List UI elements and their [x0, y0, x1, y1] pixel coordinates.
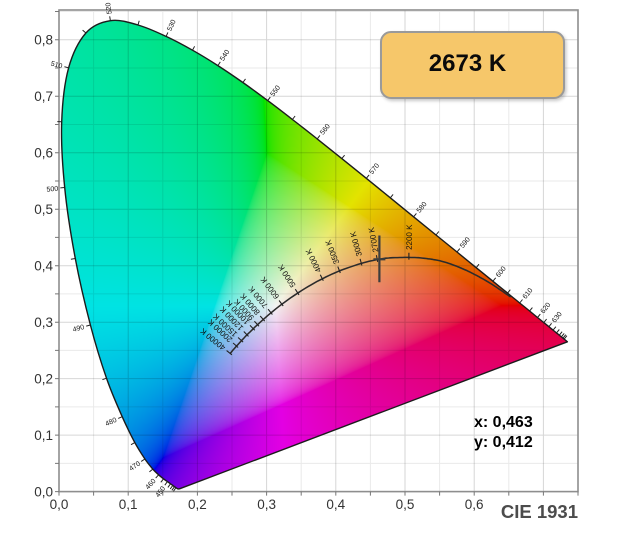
svg-text:5000 K: 5000 K [276, 262, 298, 289]
svg-text:0,2: 0,2 [188, 497, 207, 512]
svg-text:460: 460 [145, 478, 158, 491]
svg-text:0,0: 0,0 [50, 497, 69, 512]
svg-text:0,4: 0,4 [326, 497, 345, 512]
svg-text:0,0: 0,0 [34, 484, 53, 499]
svg-text:480: 480 [104, 417, 118, 428]
svg-text:0,5: 0,5 [396, 497, 415, 512]
svg-text:2200 K: 2200 K [405, 224, 414, 250]
svg-text:0,2: 0,2 [34, 371, 53, 386]
svg-text:0,3: 0,3 [257, 497, 276, 512]
svg-text:530: 530 [166, 19, 177, 33]
svg-text:510: 510 [50, 61, 63, 71]
svg-text:620: 620 [540, 302, 553, 316]
svg-text:520: 520 [105, 2, 114, 15]
svg-text:3500 K: 3500 K [323, 238, 341, 266]
svg-text:0,6: 0,6 [465, 497, 484, 512]
svg-text:580: 580 [416, 201, 429, 215]
svg-text:0,8: 0,8 [34, 33, 53, 48]
svg-text:600: 600 [495, 265, 508, 279]
svg-text:490: 490 [72, 324, 85, 334]
svg-text:0,4: 0,4 [34, 258, 53, 273]
svg-text:0,1: 0,1 [34, 428, 53, 443]
svg-text:610: 610 [522, 287, 535, 301]
svg-text:500: 500 [46, 186, 58, 194]
svg-text:0,5: 0,5 [34, 202, 53, 217]
svg-text:0,1: 0,1 [119, 497, 138, 512]
svg-text:590: 590 [459, 236, 472, 250]
svg-text:540: 540 [219, 49, 231, 63]
svg-text:0,3: 0,3 [34, 315, 53, 330]
svg-text:3000 K: 3000 K [348, 230, 364, 257]
svg-text:470: 470 [128, 460, 142, 472]
svg-text:4000 K: 4000 K [304, 247, 324, 274]
svg-text:0,7: 0,7 [34, 89, 53, 104]
svg-text:0,6: 0,6 [34, 145, 53, 160]
